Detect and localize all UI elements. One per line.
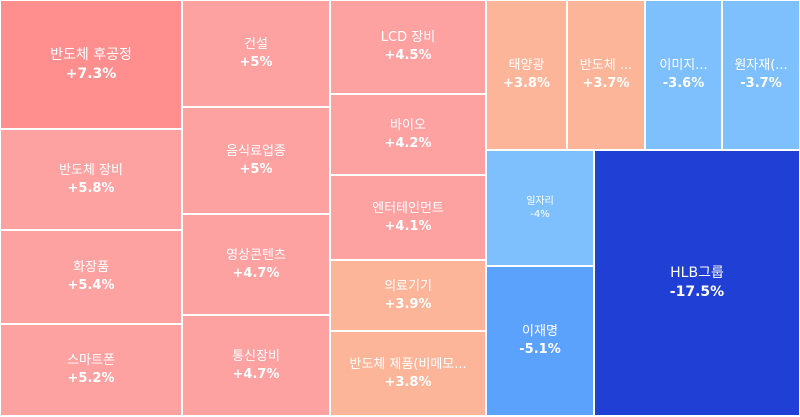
sector-tile[interactable]: 음식료업종 +5% <box>182 107 330 214</box>
sector-name: 원자재(... <box>734 58 788 74</box>
sector-change: -3.7% <box>740 76 782 91</box>
sector-tile[interactable]: LCD 장비 +4.5% <box>330 0 486 94</box>
sector-name: 화장품 <box>73 260 109 276</box>
sector-name: 스마트폰 <box>67 353 115 369</box>
sector-tile[interactable]: 반도체 후공정 +7.3% <box>0 0 182 129</box>
sector-tile[interactable]: 통신장비 +4.7% <box>182 315 330 416</box>
sector-name: 반도체 후공정 <box>50 46 132 63</box>
sector-name: 반도체 장비 <box>59 162 123 178</box>
sector-name: 바이오 <box>390 117 426 133</box>
sector-tile[interactable]: 이재명 -5.1% <box>486 266 594 416</box>
sector-tile[interactable]: HLB그룹 -17.5% <box>594 150 800 416</box>
sector-name: 일자리 <box>526 195 554 207</box>
sector-change: -5.1% <box>519 342 561 357</box>
sector-name: 통신장비 <box>232 348 280 364</box>
sector-change: +4.1% <box>384 218 432 234</box>
sector-change: +5% <box>239 54 273 70</box>
sector-change: +4.7% <box>232 265 280 281</box>
sector-name: 반도체 ... <box>579 58 633 74</box>
sector-name: 의료기기 <box>384 278 432 294</box>
sector-name: 이재명 <box>522 324 558 340</box>
sector-name: 음식료업종 <box>226 143 286 159</box>
sector-tile[interactable]: 의료기기 +3.9% <box>330 260 486 331</box>
sector-change: +4.7% <box>232 366 280 382</box>
sector-tile[interactable]: 이미지... -3.6% <box>645 0 722 150</box>
sector-name: 이미지... <box>659 58 708 74</box>
sector-tile[interactable]: 화장품 +5.4% <box>0 230 182 324</box>
sector-change: +5% <box>239 161 273 177</box>
sector-tile[interactable]: 반도체 제품(비메모... +3.8% <box>330 331 486 416</box>
sector-change: +4.5% <box>384 48 432 63</box>
sector-change: +5.4% <box>67 278 115 293</box>
sector-tile[interactable]: 일자리 -4% <box>486 150 594 266</box>
sector-name: 반도체 제품(비메모... <box>349 356 467 372</box>
sector-change: +3.9% <box>384 296 432 312</box>
sector-name: 엔터테인먼트 <box>372 200 444 216</box>
sector-change: -4% <box>530 209 550 220</box>
sector-tile[interactable]: 반도체 장비 +5.8% <box>0 129 182 230</box>
sector-tile[interactable]: 영상콘텐츠 +4.7% <box>182 214 330 315</box>
sector-change: -17.5% <box>669 284 725 300</box>
sector-name: 건설 <box>244 36 268 52</box>
sector-tile[interactable]: 반도체 ... +3.7% <box>567 0 645 150</box>
sector-tile[interactable]: 태양광 +3.8% <box>486 0 567 150</box>
sector-change: +3.8% <box>384 374 432 390</box>
sector-change: +7.3% <box>65 65 117 82</box>
sector-tile[interactable]: 스마트폰 +5.2% <box>0 324 182 416</box>
sector-change: +5.8% <box>67 180 115 196</box>
sector-tile[interactable]: 원자재(... -3.7% <box>722 0 800 150</box>
sector-name: LCD 장비 <box>380 30 436 46</box>
sector-name: 태양광 <box>508 58 545 74</box>
sector-change: +4.2% <box>384 135 432 151</box>
sector-change: +3.8% <box>503 76 550 91</box>
sector-tile[interactable]: 바이오 +4.2% <box>330 94 486 175</box>
sector-change: +3.7% <box>582 76 630 91</box>
sector-name: HLB그룹 <box>670 265 724 282</box>
sector-tile[interactable]: 엔터테인먼트 +4.1% <box>330 175 486 260</box>
sector-tile[interactable]: 건설 +5% <box>182 0 330 107</box>
sector-change: -3.6% <box>662 76 705 91</box>
sector-name: 영상콘텐츠 <box>226 247 286 263</box>
sector-change: +5.2% <box>67 371 115 386</box>
